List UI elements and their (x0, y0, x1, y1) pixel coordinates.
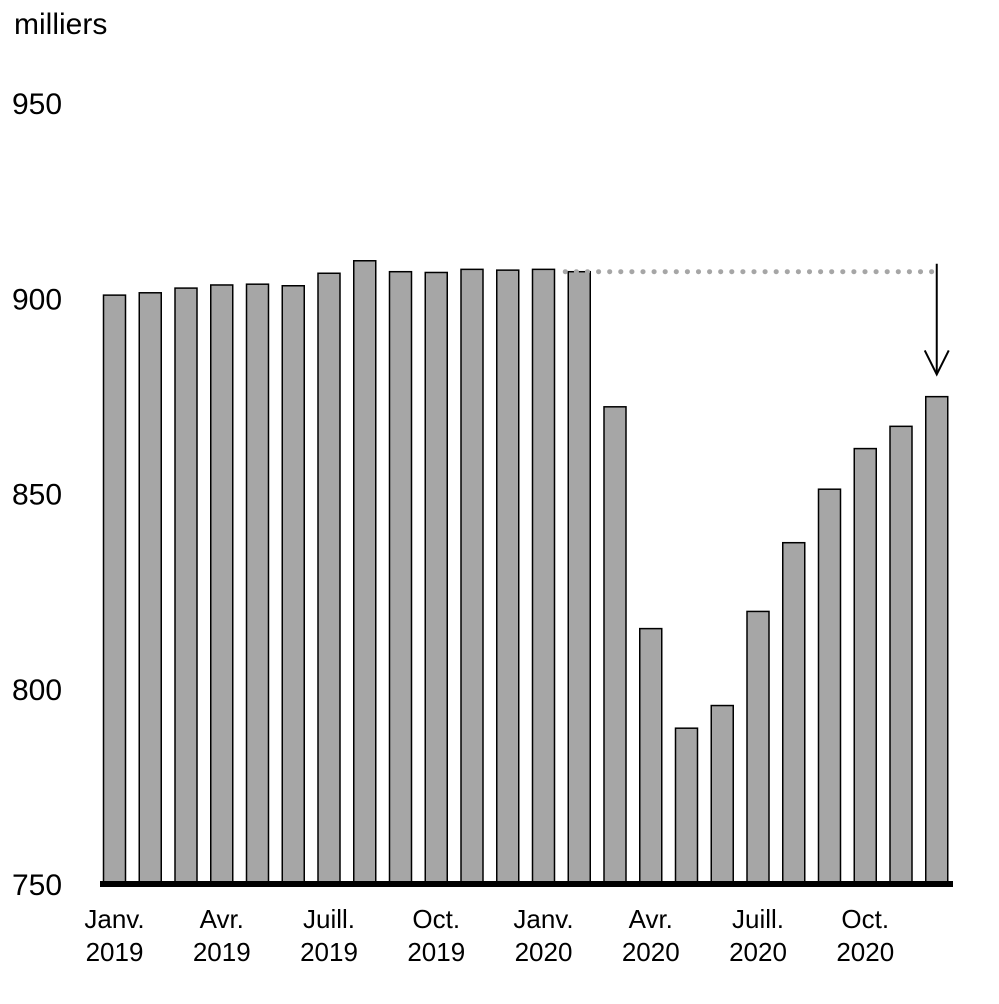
bar (317, 272, 341, 885)
y-tick-label: 750 (12, 869, 62, 902)
x-tick-label-month: Juill. (732, 904, 784, 934)
bar (353, 260, 377, 885)
bar (817, 488, 842, 885)
x-tick-label-year: 2019 (300, 937, 358, 967)
y-tick-label: 950 (12, 88, 62, 121)
x-tick-label-month: Avr. (629, 904, 673, 934)
bar (210, 284, 234, 885)
bar (138, 292, 162, 885)
bar (674, 727, 699, 885)
bar (245, 283, 270, 885)
x-tick-label-month: Oct. (841, 904, 889, 934)
bar (567, 270, 591, 885)
x-axis-ticks: Janv.2019Avr.2019Juill.2019Oct.2019Janv.… (84, 904, 894, 967)
arrow-head (923, 349, 950, 377)
bar (746, 610, 770, 885)
y-unit-label: milliers (14, 8, 108, 41)
x-tick-label-month: Oct. (412, 904, 460, 934)
bar (388, 270, 413, 885)
x-tick-label-year: 2019 (86, 937, 144, 967)
x-tick-label-month: Avr. (200, 904, 244, 934)
bar (531, 268, 556, 885)
x-tick-label-year: 2020 (515, 937, 573, 967)
bar (496, 269, 520, 885)
x-tick-label-month: Janv. (84, 904, 144, 934)
bar (925, 395, 949, 885)
bar (639, 627, 663, 885)
x-tick-label-year: 2020 (729, 937, 787, 967)
x-tick-label-month: Juill. (303, 904, 355, 934)
x-tick-label-month: Janv. (513, 904, 573, 934)
bar (424, 271, 448, 885)
y-tick-label: 800 (12, 674, 62, 707)
bar (710, 704, 734, 885)
bar (603, 406, 627, 885)
bar (889, 425, 913, 885)
bars (102, 260, 949, 885)
bar (853, 447, 877, 885)
x-tick-label-year: 2019 (193, 937, 251, 967)
reference-line-group (562, 263, 950, 377)
bar (102, 294, 127, 885)
bar (460, 268, 484, 885)
bar (281, 285, 305, 885)
x-tick-label-year: 2019 (407, 937, 465, 967)
y-tick-label: 850 (12, 479, 62, 512)
y-tick-label: 900 (12, 283, 62, 316)
bar (782, 541, 806, 885)
x-tick-label-year: 2020 (622, 937, 680, 967)
x-tick-label-year: 2020 (836, 937, 894, 967)
y-axis-ticks: 950 900 850 800 750 (12, 88, 62, 902)
bar (174, 287, 198, 885)
